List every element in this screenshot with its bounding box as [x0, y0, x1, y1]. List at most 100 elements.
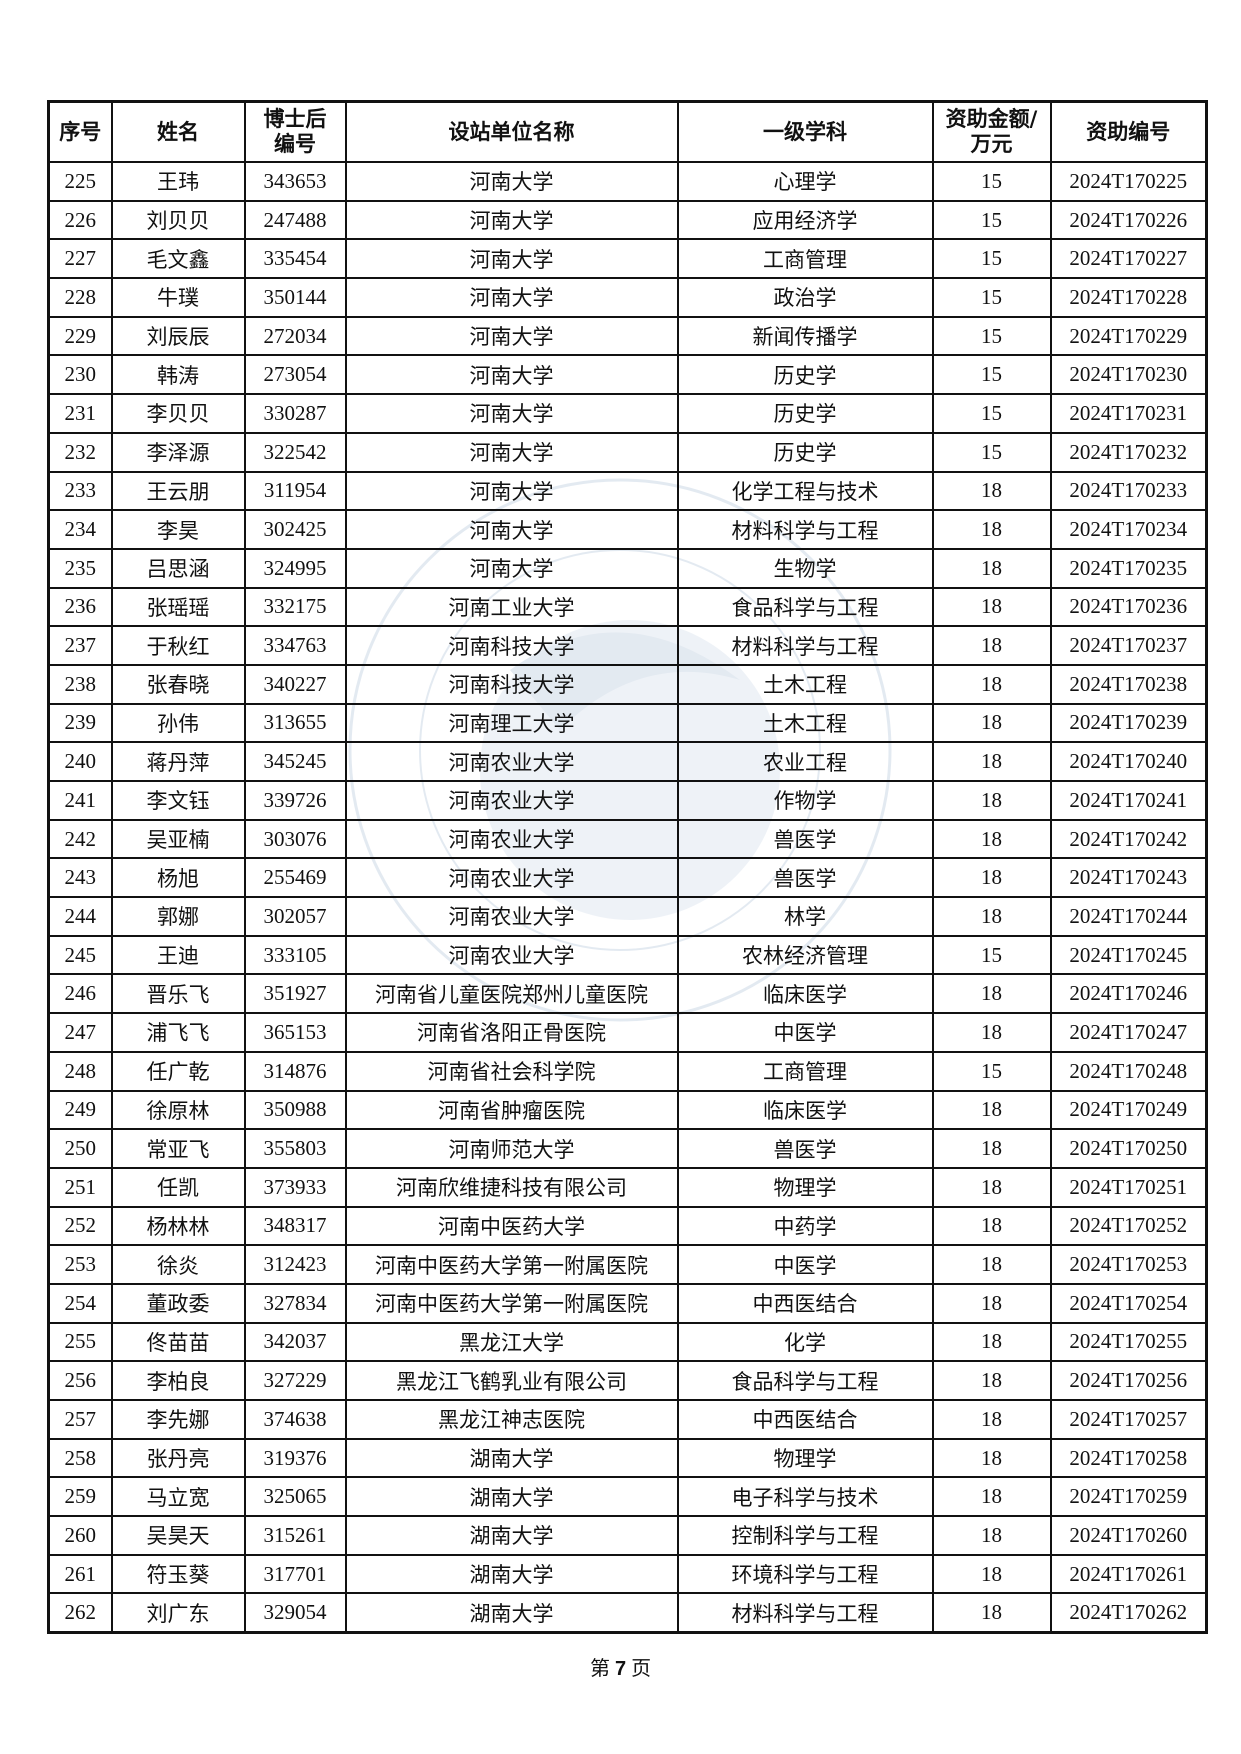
cell-index: 236 — [47, 586, 113, 628]
cell-amount: 18 — [931, 896, 1052, 937]
cell-name: 刘贝贝 — [110, 199, 246, 241]
cell-discipline: 材料科学与工程 — [676, 509, 934, 550]
cell-institution: 河南大学 — [344, 547, 679, 589]
cell-postdoc-id: 247488 — [243, 199, 347, 241]
cell-institution: 河南农业大学 — [344, 818, 679, 860]
cell-name: 常亚飞 — [110, 1128, 246, 1169]
cell-amount: 15 — [931, 161, 1052, 202]
cell-name: 徐原林 — [110, 1089, 246, 1131]
cell-postdoc-id: 327229 — [243, 1360, 347, 1401]
cell-postdoc-id: 329054 — [243, 1592, 347, 1634]
funding-table: 序号 姓名 博士后编号 设站单位名称 一级学科 资助金额/万元 资助编号 225… — [47, 100, 1208, 1635]
table-row: 228 牛璞 350144 河南大学 政治学 15 2024T170228 — [47, 277, 1208, 318]
table-row: 247 浦飞飞 365153 河南省洛阳正骨医院 中医学 18 2024T170247 — [47, 1012, 1208, 1053]
cell-discipline: 历史学 — [676, 354, 934, 396]
cell-amount: 18 — [931, 1089, 1052, 1131]
cell-name: 王迪 — [110, 934, 246, 976]
cell-institution: 河南大学 — [344, 354, 679, 396]
cell-name: 徐炎 — [110, 1244, 246, 1285]
cell-institution: 河南农业大学 — [344, 741, 679, 782]
cell-discipline: 材料科学与工程 — [676, 1592, 934, 1634]
cell-index: 252 — [47, 1205, 113, 1247]
cell-index: 237 — [47, 625, 113, 666]
table-row: 230 韩涛 273054 河南大学 历史学 15 2024T170230 — [47, 354, 1208, 396]
cell-amount: 18 — [931, 1166, 1052, 1208]
table-row: 262 刘广东 329054 湖南大学 材料科学与工程 18 2024T170262 — [47, 1592, 1208, 1634]
cell-grant-id: 2024T170232 — [1049, 431, 1208, 473]
cell-postdoc-id: 315261 — [243, 1515, 347, 1556]
cell-amount: 18 — [931, 1437, 1052, 1479]
cell-discipline: 土木工程 — [676, 702, 934, 744]
cell-name: 李贝贝 — [110, 393, 246, 434]
cell-postdoc-id: 313655 — [243, 702, 347, 744]
cell-institution: 河南大学 — [344, 238, 679, 280]
cell-amount: 18 — [931, 1399, 1052, 1440]
cell-institution: 河南省洛阳正骨医院 — [344, 1012, 679, 1053]
table-row: 261 符玉葵 317701 湖南大学 环境科学与工程 18 2024T170261 — [47, 1553, 1208, 1595]
cell-index: 255 — [47, 1321, 113, 1363]
cell-postdoc-id: 339726 — [243, 780, 347, 821]
cell-grant-id: 2024T170226 — [1049, 199, 1208, 241]
cell-grant-id: 2024T170245 — [1049, 934, 1208, 976]
cell-amount: 18 — [931, 470, 1052, 512]
cell-institution: 河南大学 — [344, 277, 679, 318]
cell-grant-id: 2024T170234 — [1049, 509, 1208, 550]
cell-institution: 河南大学 — [344, 393, 679, 434]
cell-postdoc-id: 302057 — [243, 896, 347, 937]
cell-discipline: 农业工程 — [676, 741, 934, 782]
cell-name: 吴昊天 — [110, 1515, 246, 1556]
cell-discipline: 林学 — [676, 896, 934, 937]
cell-postdoc-id: 334763 — [243, 625, 347, 666]
cell-postdoc-id: 348317 — [243, 1205, 347, 1247]
cell-amount: 18 — [931, 1128, 1052, 1169]
cell-postdoc-id: 255469 — [243, 857, 347, 899]
cell-grant-id: 2024T170239 — [1049, 702, 1208, 744]
cell-institution: 河南大学 — [344, 199, 679, 241]
cell-amount: 18 — [931, 973, 1052, 1015]
cell-amount: 18 — [931, 509, 1052, 550]
cell-institution: 河南省肿瘤医院 — [344, 1089, 679, 1131]
cell-institution: 河南农业大学 — [344, 896, 679, 937]
cell-institution: 河南中医药大学 — [344, 1205, 679, 1247]
cell-discipline: 作物学 — [676, 780, 934, 821]
cell-discipline: 工商管理 — [676, 1050, 934, 1092]
cell-institution: 河南大学 — [344, 509, 679, 550]
cell-discipline: 工商管理 — [676, 238, 934, 280]
cell-grant-id: 2024T170256 — [1049, 1360, 1208, 1401]
cell-postdoc-id: 345245 — [243, 741, 347, 782]
table-row: 226 刘贝贝 247488 河南大学 应用经济学 15 2024T170226 — [47, 199, 1208, 241]
table-row: 241 李文钰 339726 河南农业大学 作物学 18 2024T170241 — [47, 780, 1208, 821]
cell-discipline: 材料科学与工程 — [676, 625, 934, 666]
cell-grant-id: 2024T170242 — [1049, 818, 1208, 860]
cell-discipline: 兽医学 — [676, 857, 934, 899]
cell-name: 蒋丹萍 — [110, 741, 246, 782]
cell-institution: 河南科技大学 — [344, 625, 679, 666]
table-row: 235 吕思涵 324995 河南大学 生物学 18 2024T170235 — [47, 547, 1208, 589]
cell-index: 248 — [47, 1050, 113, 1092]
table-row: 259 马立宽 325065 湖南大学 电子科学与技术 18 2024T170259 — [47, 1476, 1208, 1518]
cell-amount: 18 — [931, 1592, 1052, 1634]
table-row: 240 蒋丹萍 345245 河南农业大学 农业工程 18 2024T170240 — [47, 741, 1208, 782]
cell-grant-id: 2024T170260 — [1049, 1515, 1208, 1556]
table-row: 246 晋乐飞 351927 河南省儿童医院郑州儿童医院 临床医学 18 2024T1702… — [47, 973, 1208, 1015]
cell-name: 佟苗苗 — [110, 1321, 246, 1363]
cell-index: 246 — [47, 973, 113, 1015]
cell-discipline: 农林经济管理 — [676, 934, 934, 976]
cell-index: 262 — [47, 1592, 113, 1634]
cell-grant-id: 2024T170250 — [1049, 1128, 1208, 1169]
cell-amount: 18 — [931, 818, 1052, 860]
cell-grant-id: 2024T170251 — [1049, 1166, 1208, 1208]
cell-amount: 18 — [931, 663, 1052, 705]
cell-institution: 湖南大学 — [344, 1476, 679, 1518]
page-number: 第 7 页 — [589, 1658, 652, 1680]
cell-discipline: 历史学 — [676, 431, 934, 473]
cell-discipline: 中西医结合 — [676, 1399, 934, 1440]
table-row: 253 徐炎 312423 河南中医药大学第一附属医院 中医学 18 2024T170253 — [47, 1244, 1208, 1285]
cell-index: 245 — [47, 934, 113, 976]
cell-name: 李文钰 — [110, 780, 246, 821]
cell-postdoc-id: 272034 — [243, 315, 347, 357]
cell-institution: 河南省儿童医院郑州儿童医院 — [344, 973, 679, 1015]
cell-index: 253 — [47, 1244, 113, 1285]
cell-postdoc-id: 327834 — [243, 1282, 347, 1324]
cell-index: 241 — [47, 780, 113, 821]
